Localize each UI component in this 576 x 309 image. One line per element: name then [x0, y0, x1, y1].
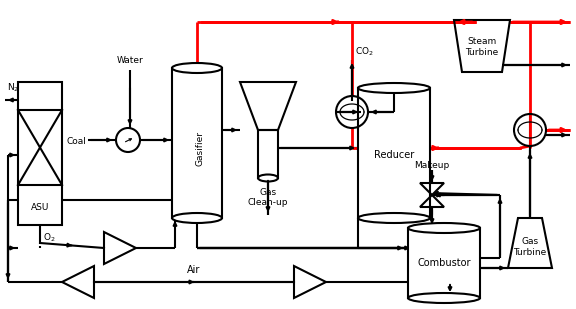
Text: Coal: Coal [66, 137, 86, 146]
Text: ASU: ASU [31, 202, 49, 211]
Text: CO$_2$: CO$_2$ [355, 45, 374, 58]
Text: Gas
Clean-up: Gas Clean-up [248, 188, 288, 207]
Bar [358, 88, 430, 218]
Ellipse shape [172, 213, 222, 223]
Ellipse shape [408, 293, 480, 303]
Text: Steam
Turbine: Steam Turbine [465, 37, 499, 57]
Bar [18, 82, 62, 225]
Bar [172, 68, 222, 218]
Text: O$_2$: O$_2$ [43, 232, 55, 244]
Ellipse shape [408, 223, 480, 233]
Ellipse shape [358, 83, 430, 93]
Ellipse shape [258, 175, 278, 181]
Text: Gas
Turbine: Gas Turbine [513, 237, 547, 257]
Bar [408, 228, 480, 298]
Text: N$_2$: N$_2$ [7, 82, 19, 94]
Text: Combustor: Combustor [417, 258, 471, 268]
Text: Gasifier: Gasifier [195, 130, 204, 166]
Ellipse shape [358, 213, 430, 223]
Text: Reducer: Reducer [374, 150, 414, 160]
Bar [258, 130, 278, 178]
Ellipse shape [172, 63, 222, 73]
Text: Makeup: Makeup [414, 161, 450, 170]
Text: Water: Water [116, 56, 143, 65]
Text: Air: Air [187, 265, 200, 275]
